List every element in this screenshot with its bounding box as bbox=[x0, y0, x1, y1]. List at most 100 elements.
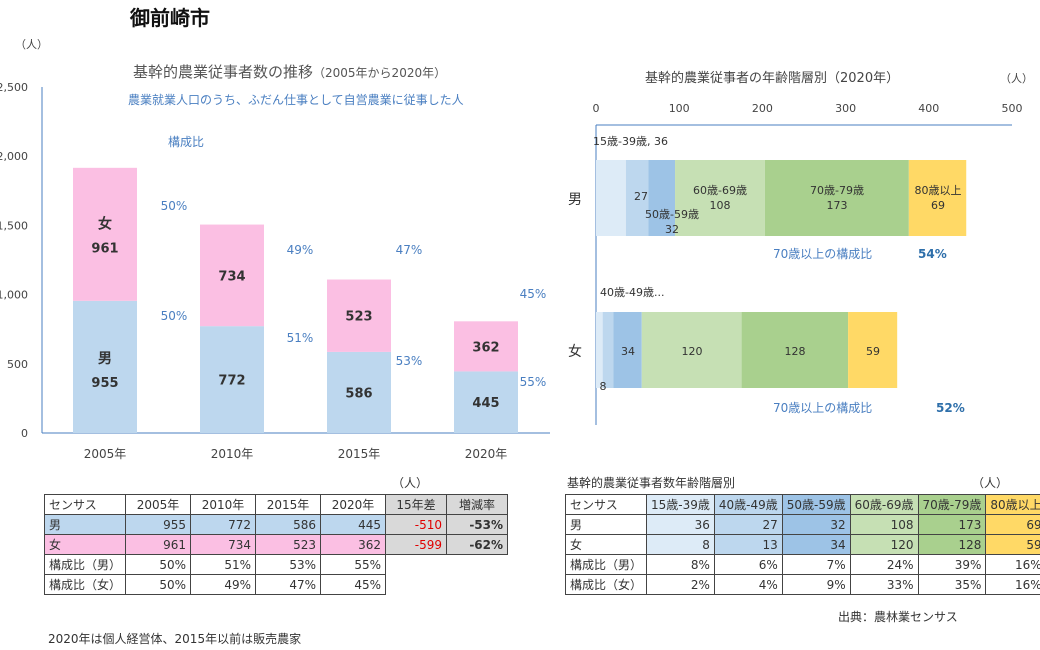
table-cell: 32 bbox=[781, 514, 851, 535]
table-cell: 33% bbox=[849, 574, 919, 595]
trend-chart-subtitle: 農業就業人口のうち、ふだん仕事として自営農業に従事した人 bbox=[128, 93, 464, 107]
data-label: 120 bbox=[682, 345, 703, 358]
table-row: 女 961 734 523 362 -599 -62% bbox=[43, 534, 509, 555]
table-cell: 47% bbox=[255, 574, 322, 595]
table-row: 構成比（男） 8% 6% 7% 24% 39% 16% bbox=[564, 554, 1040, 575]
table-cell: 120 bbox=[849, 534, 919, 555]
y-unit-label: （人） bbox=[15, 38, 48, 51]
bar-segment bbox=[613, 312, 642, 388]
data-label: 50歳-59歳 32 bbox=[645, 208, 699, 236]
data-label: 34 bbox=[621, 345, 635, 358]
bar-segment bbox=[675, 160, 765, 236]
table-cell: 構成比（女） bbox=[43, 574, 127, 595]
ratio-female-label: 47% bbox=[396, 243, 423, 257]
table-header-cell: 70歳-79歳 bbox=[917, 494, 987, 515]
table-header-cell: 2005年 bbox=[125, 494, 192, 515]
table-cell: 34 bbox=[781, 534, 851, 555]
ratio-label: 構成比 bbox=[168, 135, 204, 149]
bar-male bbox=[200, 326, 264, 433]
table-cell: 53% bbox=[255, 554, 322, 575]
x-tick-label: 2020年 bbox=[465, 447, 508, 461]
x-tick-label: 500 bbox=[1002, 102, 1023, 115]
table-cell: 59 bbox=[985, 534, 1040, 555]
bar-segment bbox=[596, 312, 603, 388]
bar-male bbox=[327, 351, 391, 433]
over70-value: 52% bbox=[936, 401, 965, 415]
table-cell: -53% bbox=[446, 514, 509, 535]
y-tick-label: 1,000 bbox=[0, 289, 28, 302]
table-header-cell: 15年差 bbox=[385, 494, 448, 515]
ratio-female-label: 45% bbox=[520, 287, 547, 301]
data-label: 60歳-69歳 108 bbox=[693, 184, 747, 212]
bar-male bbox=[454, 371, 518, 433]
age-table-title: 基幹的農業従事者数年齢階層別 bbox=[567, 476, 736, 490]
table-cell: 2% bbox=[646, 574, 715, 595]
table-cell: 49% bbox=[190, 574, 257, 595]
table-header-cell: 2015年 bbox=[255, 494, 322, 515]
table-cell: 50% bbox=[125, 554, 192, 575]
data-label: 955 bbox=[91, 376, 118, 391]
table-cell: 51% bbox=[190, 554, 257, 575]
table-cell: 55% bbox=[320, 554, 387, 575]
table-cell: 8% bbox=[646, 554, 715, 575]
data-label: 27 bbox=[634, 190, 648, 203]
table-cell: 13 bbox=[713, 534, 783, 555]
over70-value: 54% bbox=[918, 247, 947, 261]
table-cell: 7% bbox=[781, 554, 851, 575]
table-cell: 362 bbox=[320, 534, 387, 555]
table-header-cell: 2010年 bbox=[190, 494, 257, 515]
bar-segment bbox=[848, 312, 898, 388]
table-row: 構成比（女） 2% 4% 9% 33% 35% 16% bbox=[564, 574, 1040, 595]
age-table-unit: （人） bbox=[972, 476, 1009, 490]
table-cell: 39% bbox=[917, 554, 987, 575]
bar-male bbox=[73, 300, 137, 433]
table-cell: 男 bbox=[564, 514, 648, 535]
data-label: 523 bbox=[345, 310, 372, 325]
table-cell: 構成比（男） bbox=[564, 554, 648, 575]
table-cell: 6% bbox=[713, 554, 783, 575]
bar-segment bbox=[741, 312, 849, 388]
table-cell: 16% bbox=[985, 574, 1040, 595]
x-tick-label: 100 bbox=[669, 102, 690, 115]
bar-segment bbox=[908, 160, 967, 236]
table-header-cell: 2020年 bbox=[320, 494, 387, 515]
x-tick-label: 2005年 bbox=[84, 447, 127, 461]
table-cell: 女 bbox=[564, 534, 648, 555]
table-cell: 108 bbox=[849, 514, 919, 535]
data-label: 8 bbox=[600, 380, 607, 393]
table-cell: 4% bbox=[713, 574, 783, 595]
table-cell: 35% bbox=[917, 574, 987, 595]
table-header-cell: 80歳以上 bbox=[985, 494, 1040, 515]
table-cell: 16% bbox=[985, 554, 1040, 575]
y-tick-label: 2,500 bbox=[0, 81, 28, 94]
data-label: 734 bbox=[218, 269, 245, 284]
table-cell: 27 bbox=[713, 514, 783, 535]
data-label: 128 bbox=[785, 345, 806, 358]
table-cell: 173 bbox=[917, 514, 987, 535]
table-cell: 961 bbox=[125, 534, 192, 555]
trend-chart-title: 基幹的農業従事者数の推移（2005年から2020年） bbox=[133, 63, 446, 81]
table-cell: -62% bbox=[446, 534, 509, 555]
age-chart: 基幹的農業従事者の年齢階層別（2020年） （人） 0 100 200 300 400 5… bbox=[568, 70, 1033, 425]
x-tick-label: 0 bbox=[593, 102, 600, 115]
table-header-cell: 40歳-49歳 bbox=[713, 494, 783, 515]
x-tick-label: 400 bbox=[918, 102, 939, 115]
table-cell: 128 bbox=[917, 534, 987, 555]
table-cell: 50% bbox=[125, 574, 192, 595]
bar-female bbox=[200, 224, 264, 327]
table-cell: -510 bbox=[385, 514, 448, 535]
ratio-male-label: 51% bbox=[287, 331, 314, 345]
age-table: センサス 15歳-39歳 40歳-49歳 50歳-59歳 60歳-69歳 70歳… bbox=[564, 494, 1040, 595]
ratio-male-label: 55% bbox=[520, 375, 547, 389]
trend-table-unit: （人） bbox=[392, 476, 429, 490]
data-label: 445 bbox=[472, 396, 499, 411]
table-cell: 8 bbox=[646, 534, 715, 555]
ratio-male-label: 50% bbox=[161, 309, 188, 323]
table-row: 男 955 772 586 445 -510 -53% bbox=[43, 514, 509, 535]
footnote: 2020年は個人経営体、2015年以前は販売農家 bbox=[48, 632, 302, 646]
bar-segment bbox=[602, 312, 614, 388]
x-unit-label: （人） bbox=[1000, 72, 1033, 85]
table-cell: 734 bbox=[190, 534, 257, 555]
data-label: 586 bbox=[345, 386, 372, 401]
table-cell: 9% bbox=[781, 574, 851, 595]
